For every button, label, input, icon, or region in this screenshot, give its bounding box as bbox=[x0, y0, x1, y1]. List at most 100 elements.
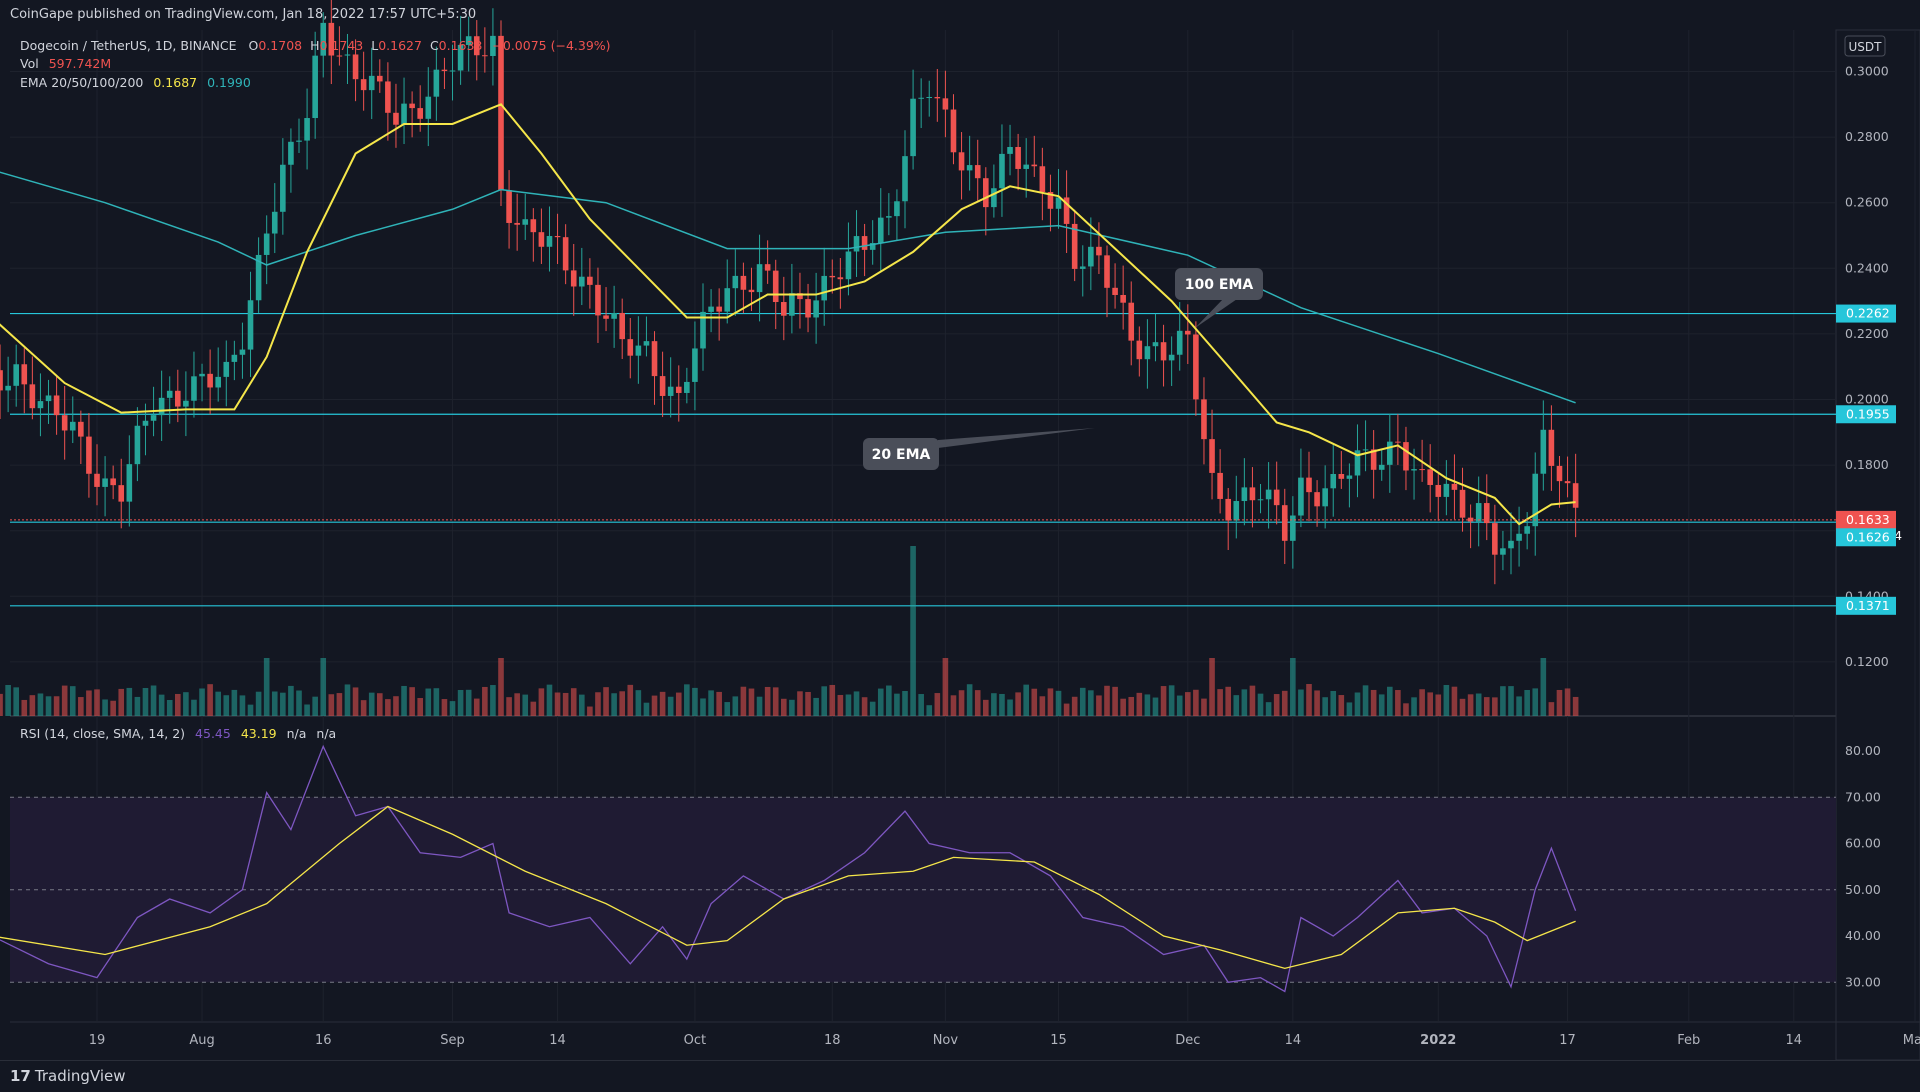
volume-bar bbox=[1055, 690, 1062, 716]
candle-body bbox=[360, 79, 367, 91]
volume-bar bbox=[869, 701, 876, 716]
candle-body bbox=[336, 55, 343, 57]
currency-box bbox=[1844, 35, 1886, 57]
candle-body bbox=[69, 421, 76, 431]
time-tick-label: Feb bbox=[1677, 1033, 1700, 1048]
candle-body bbox=[37, 401, 44, 409]
tradingview-logo[interactable]: 17 TradingView bbox=[10, 1067, 126, 1085]
candle-body bbox=[78, 421, 84, 437]
candle-body bbox=[1338, 474, 1345, 479]
candle-body bbox=[562, 237, 569, 271]
candle-body bbox=[1241, 487, 1248, 502]
candle-body bbox=[199, 373, 205, 377]
candle-body bbox=[684, 381, 690, 393]
volume-bar bbox=[142, 688, 149, 716]
rsi-na-1: n/a bbox=[286, 726, 307, 741]
volume-bar bbox=[223, 695, 230, 716]
volume-bar bbox=[473, 698, 480, 716]
volume-bar bbox=[433, 688, 440, 716]
candle-body bbox=[1055, 197, 1062, 209]
volume-bar bbox=[821, 686, 827, 716]
volume-bar bbox=[1540, 658, 1547, 716]
candle-body bbox=[692, 348, 698, 382]
time-tick-label: 16 bbox=[315, 1033, 332, 1048]
candle-body bbox=[0, 370, 3, 391]
volume-bar bbox=[1475, 693, 1482, 716]
volume-bar bbox=[1419, 689, 1425, 716]
candle-body bbox=[1483, 503, 1490, 524]
candle-body bbox=[829, 275, 836, 278]
candle-body bbox=[958, 152, 965, 171]
volume-bar bbox=[983, 699, 989, 716]
candle-body bbox=[538, 232, 545, 247]
volume-bar bbox=[13, 687, 19, 716]
candle-body bbox=[886, 216, 892, 218]
publish-header: CoinGape published on TradingView.com, J… bbox=[0, 0, 1920, 30]
candle-body bbox=[756, 264, 763, 293]
volume-bar bbox=[926, 705, 933, 716]
candle-body bbox=[223, 361, 230, 377]
ema20-callout-pointer bbox=[938, 428, 1095, 448]
candle-body bbox=[1225, 498, 1231, 521]
candle-body bbox=[700, 311, 706, 349]
candle-body bbox=[983, 178, 989, 208]
candle-body bbox=[813, 300, 819, 318]
rsi-ma-value: 43.19 bbox=[240, 726, 277, 741]
volume-bar bbox=[991, 693, 997, 716]
time-tick-label: Dec bbox=[1175, 1033, 1200, 1048]
volume-bar bbox=[1249, 685, 1256, 716]
candle-body bbox=[449, 70, 456, 72]
volume-bar bbox=[692, 687, 698, 716]
volume-bar bbox=[910, 546, 916, 716]
rsi-na-2: n/a bbox=[316, 726, 337, 741]
ema100-line bbox=[0, 171, 1576, 404]
volume-bar bbox=[1492, 697, 1498, 716]
volume-bar bbox=[1185, 692, 1191, 716]
ema100-callout-pointer bbox=[1195, 297, 1240, 328]
volume-bar bbox=[368, 692, 375, 716]
candle-body bbox=[1370, 449, 1377, 470]
volume-bar bbox=[199, 688, 205, 716]
volume-bar bbox=[708, 690, 714, 716]
volume-bar bbox=[603, 687, 609, 716]
volume-bar bbox=[756, 696, 763, 716]
candle-body bbox=[619, 312, 625, 340]
volume-legend: Vol 597.742M bbox=[20, 56, 111, 71]
candle-body bbox=[425, 96, 432, 119]
volume-bar bbox=[385, 699, 391, 716]
ema20-callout-box bbox=[863, 438, 939, 470]
vol-label[interactable]: Vol bbox=[20, 56, 39, 71]
candle-body bbox=[150, 415, 157, 421]
candle-body bbox=[627, 339, 634, 356]
volume-bar bbox=[134, 696, 141, 716]
volume-bar bbox=[1395, 690, 1401, 716]
volume-bar bbox=[231, 689, 238, 716]
volume-bar bbox=[797, 691, 803, 716]
candle-body bbox=[61, 415, 68, 431]
chart-canvas[interactable]: 100 EMA 20 EMA USDT 0.3000 0.2800 0.2600 0.24… bbox=[0, 0, 1920, 1060]
change-value: −0.0075 (−4.39%) bbox=[492, 38, 611, 53]
volume-bar bbox=[950, 695, 957, 716]
rsi-label[interactable]: RSI (14, close, SMA, 14, 2) bbox=[20, 726, 186, 741]
volume-bar bbox=[312, 696, 318, 716]
volume-bar bbox=[465, 689, 472, 716]
volume-bar bbox=[441, 699, 448, 716]
volume-bar bbox=[546, 684, 553, 716]
ema-label[interactable]: EMA 20/50/100/200 bbox=[20, 75, 144, 90]
rsi-line bbox=[0, 744, 1577, 993]
candle-body bbox=[643, 341, 650, 346]
volume-bar bbox=[579, 694, 585, 716]
candle-body bbox=[1193, 334, 1199, 400]
volume-bar bbox=[643, 702, 650, 716]
candle-body bbox=[255, 254, 262, 301]
candle-body bbox=[1209, 439, 1215, 473]
volume-bar bbox=[902, 690, 908, 716]
time-tick-label: Sep bbox=[440, 1033, 465, 1048]
volume-bar bbox=[1088, 690, 1094, 716]
candle-body bbox=[1249, 487, 1256, 501]
volume-bar bbox=[1427, 692, 1433, 716]
volume-bars bbox=[0, 546, 1579, 716]
annotations: 100 EMA 20 EMA bbox=[863, 268, 1263, 470]
symbol-label[interactable]: Dogecoin / TetherUS, 1D, BINANCE bbox=[20, 38, 237, 53]
candle-body bbox=[926, 96, 933, 98]
